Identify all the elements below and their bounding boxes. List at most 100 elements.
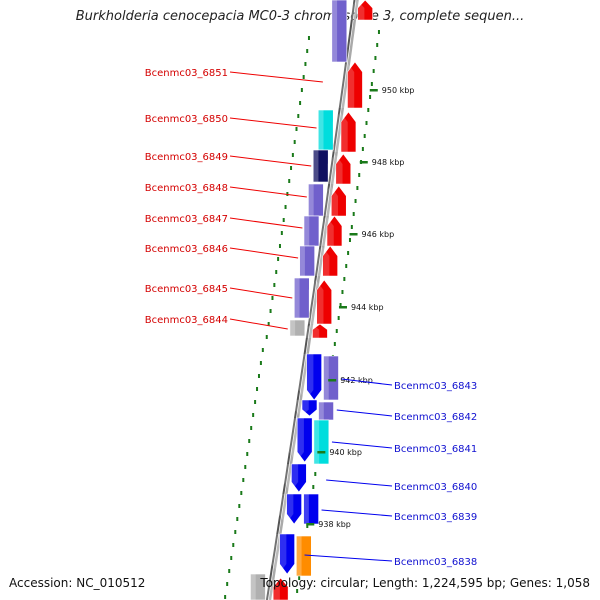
kbp-label: 938 kbp (318, 520, 351, 529)
leader-line (321, 509, 393, 517)
gene-label-left: Bcenmc03_6850 (145, 114, 228, 125)
blue-gene-arrow (271, 533, 295, 575)
guide-dot (341, 290, 344, 294)
guide-dot (280, 231, 283, 235)
guide-dot (358, 173, 361, 177)
guide-dot (248, 439, 251, 443)
guide-dot (350, 225, 353, 229)
leader-line (229, 117, 317, 129)
guide-dot (370, 82, 373, 86)
guide-dot (304, 62, 307, 66)
guide-dot (271, 296, 274, 300)
guide-dot (232, 543, 235, 547)
gene-label-right: Bcenmc03_6841 (394, 444, 477, 455)
features (250, 0, 373, 600)
guide-dot (265, 335, 268, 339)
guide-dot (228, 569, 231, 573)
guide-dot (300, 88, 303, 92)
leader-line (341, 378, 393, 386)
gene-label-right: Bcenmc03_6842 (394, 412, 477, 423)
guide-dot (374, 56, 377, 60)
gene-label-left: Bcenmc03_6849 (145, 152, 228, 163)
guide-dot (240, 491, 243, 495)
guide-dot (282, 218, 285, 222)
kbp-tick (369, 89, 378, 92)
leader-line (229, 186, 307, 198)
guide-dot (345, 264, 348, 268)
gene-label-right: Bcenmc03_6840 (394, 482, 477, 493)
gene-label-left: Bcenmc03_6846 (145, 244, 228, 255)
kbp-tick (317, 451, 326, 454)
guide-dot (367, 108, 370, 112)
guide-dot (297, 114, 300, 118)
orf-box (293, 277, 310, 319)
guide-dot (238, 504, 241, 508)
guide-dot (275, 270, 278, 274)
guide-dot (224, 595, 227, 599)
guide-dot (333, 342, 336, 346)
topology-text: Topology: circular; Length: 1,224,595 bp… (260, 576, 590, 590)
guide-dot (246, 452, 249, 456)
guide-dot (236, 517, 239, 521)
guide-dot (226, 582, 229, 586)
guide-dot (361, 147, 364, 151)
guide-dot (376, 43, 379, 47)
orf-box (303, 493, 319, 525)
guide-dot (354, 199, 357, 203)
gene-label-left: Bcenmc03_6844 (145, 315, 228, 326)
orf-box (331, 0, 348, 63)
leader-line (229, 318, 288, 330)
red-gene-arrow (318, 215, 343, 247)
guide-dot (306, 524, 309, 528)
guide-dot (377, 30, 380, 34)
guide-dot (257, 374, 260, 378)
red-gene-arrow (308, 279, 333, 325)
gene-label-left: Bcenmc03_6851 (145, 68, 228, 79)
guide-dot (302, 75, 305, 79)
leader-line (331, 441, 393, 449)
gene-label-left: Bcenmc03_6847 (145, 214, 228, 225)
kbp-tick (328, 379, 337, 382)
guide-dot (312, 485, 315, 489)
guide-dot (244, 465, 247, 469)
kbp-label: 944 kbp (351, 303, 384, 312)
guide-dot (369, 95, 372, 99)
guide-dot (250, 426, 253, 430)
guide-dot (273, 283, 276, 287)
red-gene-arrow (339, 61, 363, 109)
leader-line (229, 155, 312, 167)
guide-dot (314, 472, 317, 476)
guide-dot (290, 166, 293, 170)
guide-dot (352, 212, 355, 216)
guide-dot (365, 121, 368, 125)
red-gene-arrow (314, 245, 338, 277)
guide-dot (307, 36, 310, 40)
red-gene-arrow (264, 577, 289, 600)
blue-gene-arrow (278, 493, 302, 525)
blue-gene-arrow (283, 463, 307, 493)
gene-label-right: Bcenmc03_6843 (394, 381, 477, 392)
guide-dot (295, 127, 298, 131)
guide-dot (242, 478, 245, 482)
kbp-label: 940 kbp (329, 448, 362, 457)
leader-line (229, 287, 293, 299)
red-gene-arrow (304, 323, 328, 339)
guide-dot (335, 329, 338, 333)
orf-box (303, 215, 320, 247)
guide-dot (291, 153, 294, 157)
kbp-tick (359, 161, 368, 164)
guide-dot (298, 576, 301, 580)
orf-box (312, 149, 329, 183)
guide-dot (356, 186, 359, 190)
map-title: Burkholderia cenocepacia MC0-3 chromosom… (75, 9, 525, 24)
leader-line (336, 409, 393, 417)
guide-dot (252, 413, 255, 417)
blue-gene-arrow (298, 353, 322, 401)
guide-dot (337, 316, 340, 320)
leader-line (229, 217, 303, 229)
kbp-label: 946 kbp (362, 230, 395, 239)
kbp-label: 948 kbp (372, 158, 405, 167)
orf-box (313, 419, 330, 465)
gene-labels: Bcenmc03_6851 Bcenmc03_6850 Bcenmc03_6849 B… (145, 68, 478, 568)
